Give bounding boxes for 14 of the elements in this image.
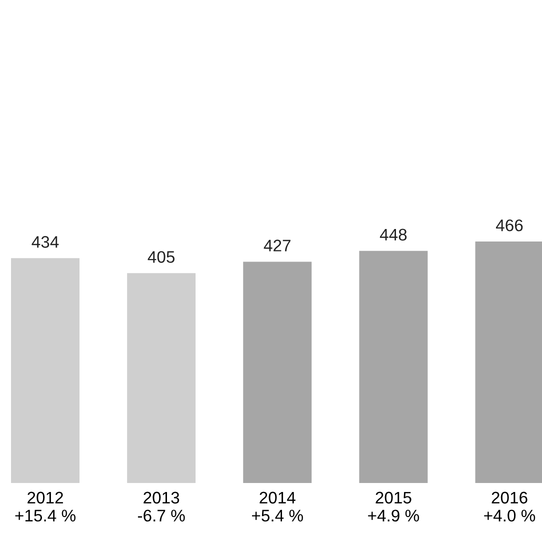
x-tick-label: 2012 +15.4 %: [15, 492, 76, 522]
bar: [127, 273, 196, 484]
x-tick-label: 2016 +4.0 %: [484, 492, 536, 522]
bar: [359, 250, 428, 484]
x-tick-label: 2014 +5.4 %: [252, 492, 303, 522]
data-label: 405: [148, 251, 175, 263]
x-tick-label: 2015 +4.9 %: [368, 492, 420, 522]
bar: [243, 262, 312, 484]
data-label: 466: [496, 219, 523, 232]
x-tick-label: 2013 -6.7 %: [138, 492, 185, 522]
bar: [11, 258, 80, 484]
data-label: 434: [32, 236, 59, 248]
data-label: 448: [380, 228, 407, 241]
data-label: 427: [264, 240, 290, 252]
